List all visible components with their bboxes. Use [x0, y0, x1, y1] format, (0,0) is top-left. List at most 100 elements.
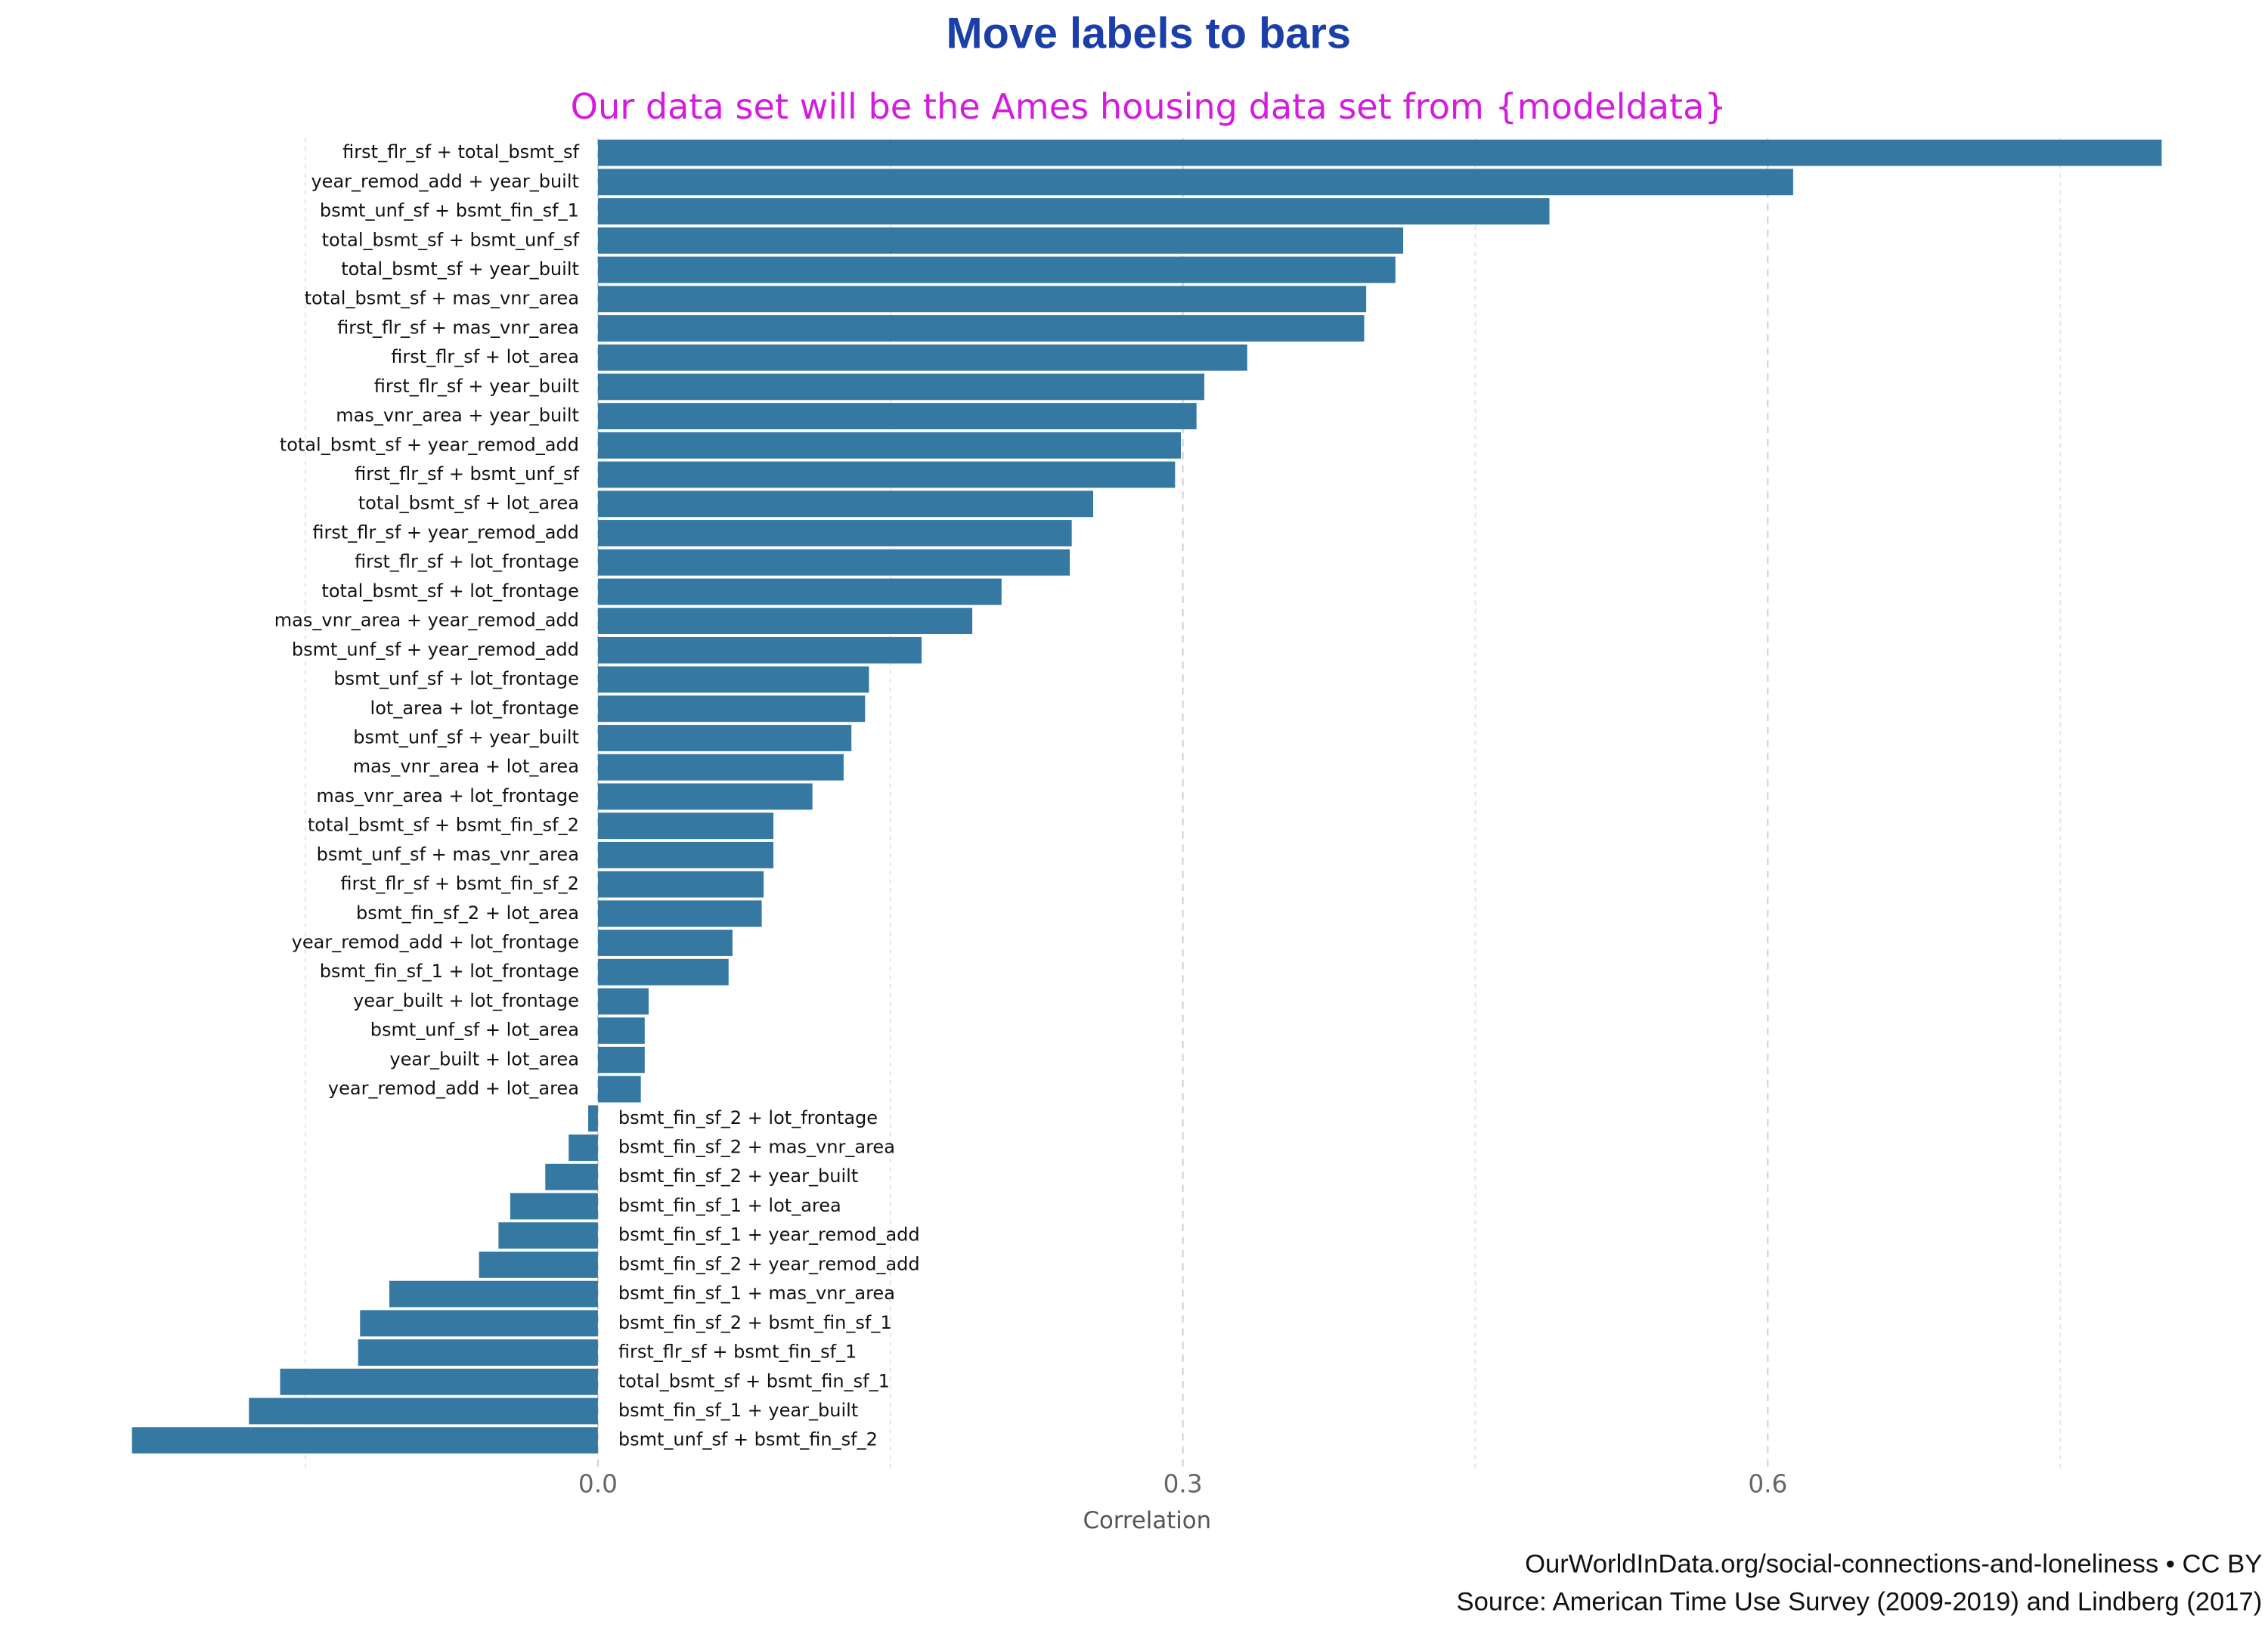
bar-label: first_flr_sf + bsmt_fin_sf_1: [618, 1342, 857, 1363]
chart-title: Move labels to bars: [947, 9, 1351, 57]
bar-label: total_bsmt_sf + lot_area: [358, 493, 579, 514]
bar: [280, 1368, 598, 1395]
bar-label: bsmt_fin_sf_1 + lot_frontage: [320, 961, 579, 982]
bar-label: bsmt_unf_sf + mas_vnr_area: [317, 843, 579, 865]
bar: [597, 549, 1070, 576]
bar: [597, 1017, 645, 1045]
bar: [510, 1193, 598, 1220]
bar: [597, 754, 844, 781]
bar-label: year_built + lot_area: [389, 1048, 579, 1069]
bar-label: total_bsmt_sf + bsmt_unf_sf: [322, 229, 580, 250]
bar: [545, 1163, 598, 1190]
bar: [597, 491, 1094, 518]
bar-label: bsmt_fin_sf_2 + lot_area: [356, 902, 579, 924]
bar-label: lot_area + lot_frontage: [370, 698, 579, 719]
bar: [597, 315, 1365, 342]
bar-label: bsmt_fin_sf_2 + lot_frontage: [618, 1107, 878, 1128]
bar: [597, 139, 2162, 166]
bar: [597, 695, 866, 723]
bar: [597, 812, 774, 840]
bar-label: year_remod_add + year_built: [311, 171, 578, 192]
bar: [597, 256, 1396, 283]
bar: [569, 1134, 598, 1161]
bar: [597, 403, 1197, 430]
bar: [597, 930, 733, 956]
bar: [249, 1397, 598, 1425]
bar: [358, 1339, 598, 1366]
bar-label: total_bsmt_sf + bsmt_fin_sf_2: [308, 815, 579, 836]
bar-label: bsmt_unf_sf + lot_area: [370, 1020, 579, 1041]
bar: [597, 373, 1205, 401]
bar: [597, 900, 762, 927]
footer: Source: American Time Use Survey (2009-2…: [1457, 1587, 2263, 1616]
bar: [597, 169, 1793, 196]
footer: OurWorldInData.org/social-connections-an…: [1525, 1549, 2262, 1578]
bar: [597, 1046, 645, 1073]
bar-label: bsmt_fin_sf_2 + mas_vnr_area: [618, 1137, 895, 1158]
bar-label: first_flr_sf + bsmt_unf_sf: [355, 463, 579, 484]
bar: [597, 636, 922, 664]
bar-label: total_bsmt_sf + year_remod_add: [280, 434, 579, 455]
chart-subtitle: Our data set will be the Ames housing da…: [571, 86, 1727, 127]
bar-label: mas_vnr_area + year_built: [336, 405, 579, 426]
x-axis-label: Correlation: [1083, 1507, 1212, 1534]
bar: [597, 286, 1367, 313]
bar: [597, 432, 1182, 459]
bar-label: bsmt_fin_sf_1 + year_remod_add: [618, 1224, 920, 1246]
bar: [597, 1076, 641, 1103]
bar-label: year_remod_add + lot_area: [328, 1078, 579, 1099]
bar-label: first_flr_sf + year_built: [374, 376, 579, 397]
bar: [479, 1251, 598, 1278]
bar: [597, 666, 869, 693]
bar-label: first_flr_sf + lot_frontage: [355, 551, 579, 572]
bar-label: total_bsmt_sf + bsmt_fin_sf_1: [618, 1370, 890, 1391]
x-tick-label: 0.3: [1163, 1469, 1203, 1498]
bar-label: year_built + lot_frontage: [353, 990, 579, 1011]
bar: [588, 1105, 598, 1132]
bar-label: first_flr_sf + total_bsmt_sf: [342, 141, 579, 162]
bar: [597, 520, 1072, 546]
bar: [597, 871, 764, 898]
bar: [597, 725, 852, 751]
bar-label: bsmt_fin_sf_2 + bsmt_fin_sf_1: [618, 1312, 892, 1333]
bar: [389, 1280, 598, 1308]
bar: [132, 1427, 598, 1454]
bar: [597, 841, 774, 868]
bar-label: total_bsmt_sf + year_built: [341, 258, 579, 280]
bar-label: bsmt_unf_sf + lot_frontage: [333, 668, 579, 689]
bar-label: mas_vnr_area + year_remod_add: [274, 610, 579, 631]
bar: [597, 461, 1176, 488]
bar-label: bsmt_unf_sf + year_built: [353, 726, 579, 747]
bar-label: mas_vnr_area + lot_area: [353, 756, 579, 777]
bar-label: first_flr_sf + mas_vnr_area: [337, 317, 579, 338]
bar-label: bsmt_fin_sf_2 + year_built: [618, 1165, 858, 1187]
bar-label: bsmt_fin_sf_1 + lot_area: [618, 1195, 841, 1216]
bar: [597, 988, 649, 1015]
bar-label: mas_vnr_area + lot_frontage: [316, 785, 579, 806]
bar-label: bsmt_fin_sf_2 + year_remod_add: [618, 1253, 920, 1274]
bar-label: bsmt_unf_sf + bsmt_fin_sf_2: [618, 1429, 878, 1450]
x-tick-label: 0.0: [578, 1469, 618, 1498]
bar: [597, 958, 729, 986]
bar-label: bsmt_fin_sf_1 + mas_vnr_area: [618, 1283, 895, 1304]
bar-label: first_flr_sf + bsmt_fin_sf_2: [340, 873, 579, 894]
bar: [597, 344, 1247, 371]
bar: [498, 1222, 598, 1249]
bar-label: bsmt_unf_sf + bsmt_fin_sf_1: [320, 200, 579, 221]
bar-label: first_flr_sf + year_remod_add: [312, 522, 579, 543]
bar-label: bsmt_fin_sf_1 + year_built: [618, 1400, 858, 1421]
bar-label: total_bsmt_sf + mas_vnr_area: [305, 288, 579, 309]
bar: [597, 783, 813, 810]
bar-label: bsmt_unf_sf + year_remod_add: [292, 639, 579, 660]
bar: [597, 227, 1404, 254]
bar-label: year_remod_add + lot_frontage: [292, 932, 579, 953]
bar: [597, 198, 1550, 224]
bar-label: first_flr_sf + lot_area: [391, 346, 579, 367]
bar-label: total_bsmt_sf + lot_frontage: [321, 580, 579, 602]
bar: [360, 1310, 598, 1337]
bar: [597, 578, 1002, 605]
x-tick-label: 0.6: [1748, 1469, 1787, 1498]
bar: [597, 608, 973, 635]
